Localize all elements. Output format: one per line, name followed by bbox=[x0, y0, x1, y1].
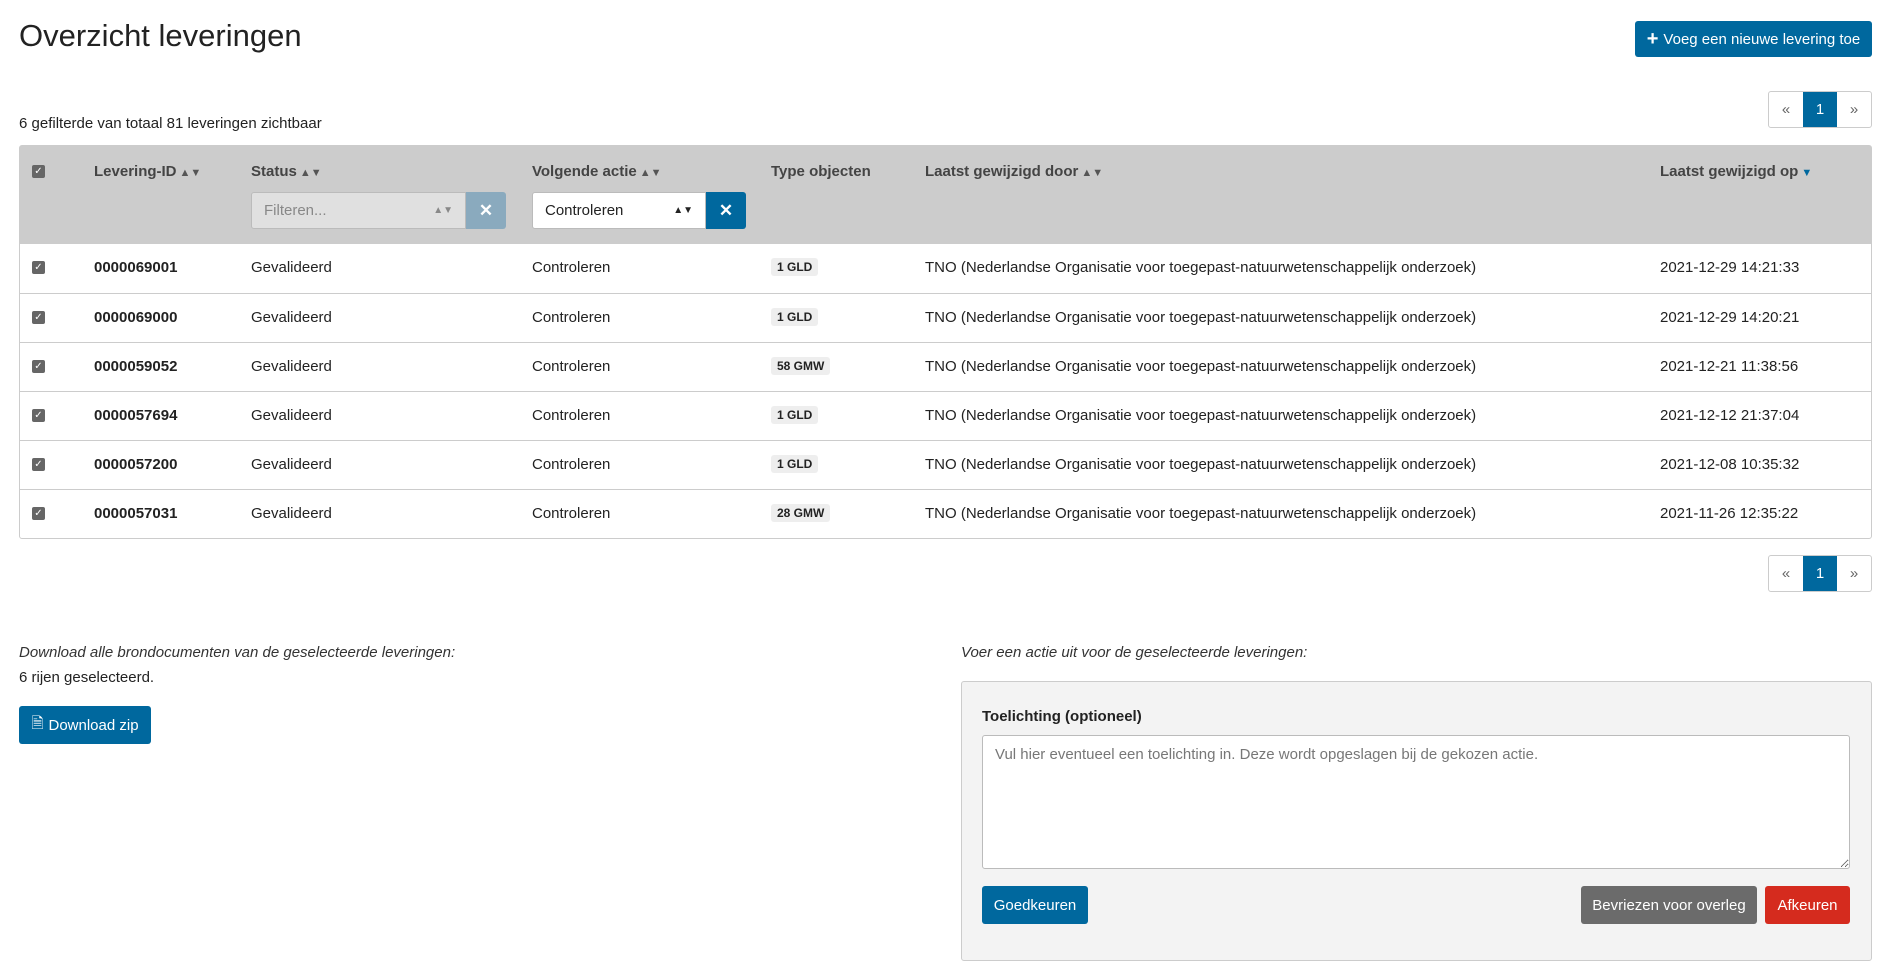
status: Gevalideerd bbox=[251, 358, 332, 375]
close-icon: ✕ bbox=[718, 200, 734, 220]
row-checkbox[interactable]: ✓ bbox=[32, 261, 45, 274]
plus-icon: + bbox=[1646, 27, 1659, 50]
sort-icon: ▲▼ bbox=[299, 167, 322, 179]
select-all-checkbox[interactable]: ✓ bbox=[32, 165, 45, 178]
modified-by: TNO (Nederlandse Organisatie voor toegep… bbox=[925, 407, 1477, 424]
selected-count: 6 rijen geselecteerd. bbox=[19, 669, 155, 686]
prev-page-button[interactable]: « bbox=[1781, 565, 1791, 582]
row-checkbox[interactable]: ✓ bbox=[32, 409, 45, 422]
modified-on: 2021-12-08 10:35:32 bbox=[1660, 456, 1800, 473]
sort-icon: ▲▼ bbox=[1081, 167, 1104, 179]
pagination-bottom: « 1 » bbox=[1768, 555, 1872, 592]
action-label: Voer een actie uit voor de geselecteerde… bbox=[961, 644, 1308, 661]
close-icon: ✕ bbox=[478, 200, 494, 220]
status: Gevalideerd bbox=[251, 259, 332, 276]
clear-status-filter-button[interactable]: ✕ bbox=[466, 192, 506, 229]
row-checkbox[interactable]: ✓ bbox=[32, 507, 45, 520]
status: Gevalideerd bbox=[251, 456, 332, 473]
row-checkbox[interactable]: ✓ bbox=[32, 458, 45, 471]
prev-page-button[interactable]: « bbox=[1781, 101, 1791, 118]
modified-by: TNO (Nederlandse Organisatie voor toegep… bbox=[925, 358, 1477, 375]
modified-on: 2021-11-26 12:35:22 bbox=[1660, 505, 1799, 522]
table-row[interactable]: ✓ 0000057031 Gevalideerd Controleren 28 GMW T… bbox=[20, 489, 1871, 538]
page-1-button[interactable]: 1 bbox=[1803, 92, 1837, 127]
header-modified-by[interactable]: Laatst gewijzigd door ▲▼ bbox=[925, 163, 1104, 180]
header-next-action[interactable]: Volgende actie ▲▼ bbox=[532, 163, 662, 180]
modified-by: TNO (Nederlandse Organisatie voor toegep… bbox=[925, 505, 1477, 522]
next-action: Controleren bbox=[532, 456, 611, 473]
pagination-top: « 1 » bbox=[1768, 91, 1872, 128]
delivery-id[interactable]: 0000069001 bbox=[94, 259, 178, 276]
next-action-filter-select[interactable]: Controleren ▲▼ bbox=[532, 192, 706, 229]
action-panel: Toelichting (optioneel) Goedkeuren Bevri… bbox=[961, 681, 1872, 961]
sort-desc-icon: ▼ bbox=[1801, 167, 1813, 179]
add-delivery-button[interactable]: + Voeg een nieuwe levering toe bbox=[1635, 21, 1872, 57]
approve-button[interactable]: Goedkeuren bbox=[982, 886, 1088, 924]
object-type-badge: 1 GLD bbox=[771, 406, 819, 424]
page-1-button[interactable]: 1 bbox=[1803, 556, 1837, 591]
object-type-badge: 1 GLD bbox=[771, 455, 819, 473]
comment-textarea[interactable] bbox=[982, 735, 1850, 869]
page-title: Overzicht leveringen bbox=[19, 18, 302, 53]
modified-by: TNO (Nederlandse Organisatie voor toegep… bbox=[925, 456, 1477, 473]
object-type-badge: 58 GMW bbox=[771, 357, 831, 375]
status: Gevalideerd bbox=[251, 407, 332, 424]
row-checkbox[interactable]: ✓ bbox=[32, 360, 45, 373]
sort-icon: ▲▼ bbox=[639, 167, 662, 179]
table-row[interactable]: ✓ 0000057694 Gevalideerd Controleren 1 GLD TN… bbox=[20, 391, 1871, 440]
header-modified-on[interactable]: Laatst gewijzigd op ▼ bbox=[1660, 163, 1813, 180]
download-zip-label: Download zip bbox=[48, 716, 139, 734]
next-page-button[interactable]: » bbox=[1849, 565, 1859, 582]
modified-by: TNO (Nederlandse Organisatie voor toegep… bbox=[925, 259, 1477, 276]
comment-label: Toelichting (optioneel) bbox=[982, 708, 1142, 725]
file-download-icon: 🗎 bbox=[31, 714, 44, 732]
table-row[interactable]: ✓ 0000069000 Gevalideerd Controleren 1 GLD TN… bbox=[20, 293, 1871, 342]
freeze-button[interactable]: Bevriezen voor overleg bbox=[1581, 886, 1757, 924]
modified-on: 2021-12-29 14:20:21 bbox=[1660, 309, 1800, 326]
add-delivery-label: Voeg een nieuwe levering toe bbox=[1663, 30, 1861, 48]
table-row[interactable]: ✓ 0000059052 Gevalideerd Controleren 58 GMW T… bbox=[20, 342, 1871, 391]
object-type-badge: 1 GLD bbox=[771, 258, 819, 276]
next-action: Controleren bbox=[532, 358, 611, 375]
delivery-id[interactable]: 0000057694 bbox=[94, 407, 178, 424]
delivery-id[interactable]: 0000057031 bbox=[94, 505, 178, 522]
delivery-id[interactable]: 0000069000 bbox=[94, 309, 178, 326]
select-arrows-icon: ▲▼ bbox=[433, 205, 453, 216]
object-type-badge: 28 GMW bbox=[771, 504, 831, 522]
table-row[interactable]: ✓ 0000069001 Gevalideerd Controleren 1 GLD TN… bbox=[20, 244, 1871, 293]
clear-next-action-filter-button[interactable]: ✕ bbox=[706, 192, 746, 229]
status: Gevalideerd bbox=[251, 309, 332, 326]
sort-icon: ▲▼ bbox=[179, 167, 202, 179]
header-status[interactable]: Status ▲▼ bbox=[251, 163, 322, 180]
header-type: Type objecten bbox=[771, 163, 871, 180]
modified-on: 2021-12-29 14:21:33 bbox=[1660, 259, 1800, 276]
download-label: Download alle brondocumenten van de gese… bbox=[19, 644, 456, 661]
status-filter-select[interactable]: Filteren... ▲▼ bbox=[251, 192, 466, 229]
modified-on: 2021-12-12 21:37:04 bbox=[1660, 407, 1800, 424]
next-action: Controleren bbox=[532, 407, 611, 424]
deliveries-table: ✓ Levering-ID ▲▼ Status ▲▼ Volgende actie ▲… bbox=[19, 145, 1872, 539]
next-page-button[interactable]: » bbox=[1849, 101, 1859, 118]
header-id[interactable]: Levering-ID ▲▼ bbox=[94, 163, 202, 180]
modified-on: 2021-12-21 11:38:56 bbox=[1660, 358, 1799, 375]
status: Gevalideerd bbox=[251, 505, 332, 522]
next-action: Controleren bbox=[532, 505, 611, 522]
object-type-badge: 1 GLD bbox=[771, 308, 819, 326]
delivery-id[interactable]: 0000057200 bbox=[94, 456, 178, 473]
next-action: Controleren bbox=[532, 309, 611, 326]
next-action: Controleren bbox=[532, 259, 611, 276]
result-summary: 6 gefilterde van totaal 81 leveringen zi… bbox=[19, 115, 322, 132]
download-zip-button[interactable]: 🗎 Download zip bbox=[19, 706, 151, 744]
row-checkbox[interactable]: ✓ bbox=[32, 311, 45, 324]
delivery-id[interactable]: 0000059052 bbox=[94, 358, 178, 375]
reject-button[interactable]: Afkeuren bbox=[1765, 886, 1850, 924]
table-header: ✓ Levering-ID ▲▼ Status ▲▼ Volgende actie ▲… bbox=[20, 146, 1871, 244]
select-arrows-icon: ▲▼ bbox=[673, 205, 693, 216]
table-row[interactable]: ✓ 0000057200 Gevalideerd Controleren 1 GLD TN… bbox=[20, 440, 1871, 489]
modified-by: TNO (Nederlandse Organisatie voor toegep… bbox=[925, 309, 1477, 326]
